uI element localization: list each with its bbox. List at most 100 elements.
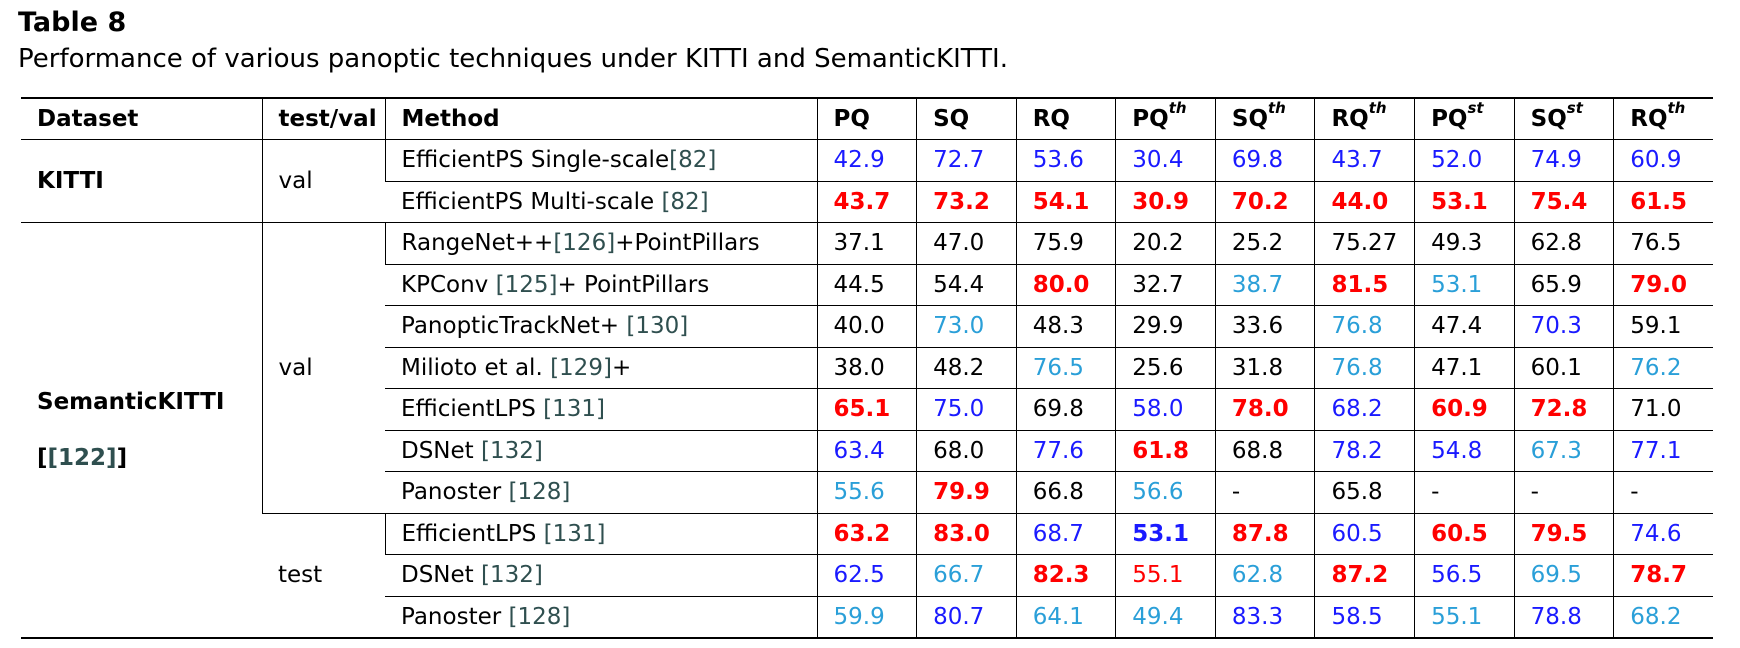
metric-value: 68.0 <box>916 430 1017 472</box>
metric-value: 74.6 <box>1613 513 1714 555</box>
metric-value: - <box>1214 471 1315 513</box>
method-suffix: + <box>611 354 632 381</box>
table-row: Panoster [128] 59.9 80.7 64.1 49.4 83.3 58.5 55… <box>21 596 1714 638</box>
table-row: Milioto et al. [129]+ 38.0 48.2 76.5 25.6 31.… <box>21 347 1714 389</box>
citation-link[interactable]: [129] <box>550 354 612 381</box>
method-cell: Milioto et al. [129]+ <box>385 347 817 389</box>
header-metric: RQ <box>1015 98 1116 140</box>
metric-value: 70.3 <box>1513 305 1614 347</box>
method-cell: RangeNet++[126]+PointPillars <box>384 222 817 264</box>
method-cell: EfficientLPS [131] <box>384 513 817 555</box>
dataset-name: SemanticKITTI <box>37 389 225 415</box>
metric-value: 63.4 <box>816 430 917 472</box>
metric-value: 87.8 <box>1214 513 1315 555</box>
metric-value: 80.0 <box>1015 264 1116 306</box>
citation-link[interactable]: [128] <box>508 603 571 630</box>
metric-value: 75.0 <box>916 388 1017 430</box>
metric-value: 48.2 <box>916 347 1017 389</box>
metric-value: 81.5 <box>1314 264 1415 306</box>
metric-value: 56.5 <box>1414 554 1515 596</box>
metric-value: 47.0 <box>916 222 1017 264</box>
split-cell: val <box>261 139 385 223</box>
citation-link[interactable]: [128] <box>508 479 571 506</box>
metric-value: 60.9 <box>1414 388 1515 430</box>
metric-value: 87.2 <box>1314 554 1415 596</box>
metric-value: 76.2 <box>1613 347 1714 389</box>
header-method: Method <box>384 98 817 140</box>
dataset-cell: SemanticKITTI [[122]] <box>21 223 262 639</box>
method-name: EfficientPS Single-scale <box>401 147 670 174</box>
method-name: KPConv <box>401 271 496 298</box>
table-row: PanopticTrackNet+ [130] 40.0 73.0 48.3 29.9 3… <box>21 305 1714 348</box>
citation-link[interactable]: [132] <box>481 437 543 464</box>
metric-value: 78.0 <box>1214 388 1315 430</box>
metric-value: 66.8 <box>1015 471 1116 513</box>
header-row: Dataset test/val Method PQ SQ RQ PQth SQ… <box>21 98 1714 140</box>
metric-value: 76.5 <box>1015 347 1116 389</box>
metric-value: 44.5 <box>816 264 917 306</box>
method-cell: EfficientPS Single-scale[82] <box>384 139 817 181</box>
citation-link[interactable]: [82] <box>669 147 717 174</box>
metric-value: 60.5 <box>1414 513 1515 555</box>
method-name: EfficientLPS <box>401 520 544 547</box>
dataset-cell: KITTI <box>21 140 262 223</box>
metric-value: 47.4 <box>1414 305 1515 347</box>
metric-value: 40.0 <box>816 305 917 347</box>
metric-value: 44.0 <box>1314 181 1415 223</box>
method-name: Milioto et al. <box>401 354 551 381</box>
metric-value: 77.1 <box>1613 430 1714 472</box>
metric-value: 54.1 <box>1015 181 1116 223</box>
table-row: SemanticKITTI [[122]] val RangeNet++[126]+P… <box>21 222 1714 513</box>
metric-value: 43.7 <box>816 181 917 223</box>
metric-value: 66.7 <box>916 554 1017 596</box>
metric-value: 53.1 <box>1115 513 1216 555</box>
metric-value: 25.6 <box>1115 347 1216 389</box>
metric-value: 52.0 <box>1414 139 1515 181</box>
metric-value: 20.2 <box>1115 222 1216 264</box>
metric-value: 82.3 <box>1015 554 1116 596</box>
metric-value: 55.1 <box>1115 554 1216 596</box>
table-row: test EfficientLPS [131] 63.2 83.0 68.7 53.1 87… <box>21 513 1714 588</box>
metric-value: 48.3 <box>1015 305 1116 347</box>
metric-value: 65.1 <box>816 388 917 430</box>
metric-value: 60.9 <box>1613 139 1714 181</box>
citation-link[interactable]: [130] <box>626 313 689 340</box>
method-cell: DSNet [132] <box>385 430 817 472</box>
header-split: test/val <box>261 98 385 140</box>
method-cell: PanopticTrackNet+ [130] <box>385 306 817 348</box>
method-cell: DSNet [132] <box>385 555 817 597</box>
citation-link[interactable]: [126] <box>553 230 616 257</box>
metric-value: 53.6 <box>1015 139 1116 181</box>
method-name: DSNet <box>401 437 481 464</box>
citation-link[interactable]: [132] <box>481 562 543 589</box>
metric-value: 75.4 <box>1513 181 1614 223</box>
metric-value: 78.8 <box>1513 596 1614 638</box>
method-suffix: +PointPillars <box>615 230 760 257</box>
metric-value: 58.5 <box>1314 596 1415 638</box>
dataset-ref: [[122]] <box>37 445 128 471</box>
metric-value: 75.27 <box>1314 222 1415 264</box>
metric-value: 49.3 <box>1414 222 1515 264</box>
metric-value: 58.0 <box>1115 388 1216 430</box>
metric-value: 75.9 <box>1015 222 1116 264</box>
metric-value: 37.1 <box>816 222 917 264</box>
citation-link[interactable]: [82] <box>661 188 709 215</box>
metric-value: 77.6 <box>1015 430 1116 472</box>
metric-value: 69.5 <box>1513 554 1614 596</box>
metric-value: 76.8 <box>1314 305 1415 347</box>
metric-value: 70.2 <box>1214 181 1315 223</box>
metric-value: 61.5 <box>1613 181 1714 223</box>
metric-value: 42.9 <box>816 139 917 181</box>
citation-link[interactable]: [131] <box>543 520 606 547</box>
metric-value: 76.8 <box>1314 347 1415 389</box>
metric-value: 31.8 <box>1214 347 1315 389</box>
panoptic-results-table: Dataset test/val Method PQ SQ RQ PQth SQ… <box>21 97 1714 639</box>
metric-value: 73.2 <box>916 181 1017 223</box>
metric-value: 29.9 <box>1115 305 1216 347</box>
metric-value: 68.8 <box>1214 430 1315 472</box>
header-metric: PQst <box>1414 98 1515 140</box>
metric-value: 74.9 <box>1513 139 1614 181</box>
citation-link[interactable]: [131] <box>543 396 606 423</box>
metric-value: 65.8 <box>1314 471 1415 513</box>
citation-link[interactable]: [125] <box>495 271 558 298</box>
